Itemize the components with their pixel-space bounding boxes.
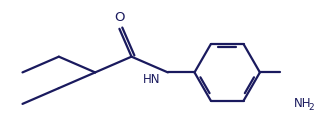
Text: HN: HN	[143, 73, 161, 86]
Text: O: O	[114, 11, 125, 24]
Text: NH: NH	[294, 97, 311, 110]
Text: 2: 2	[309, 103, 315, 112]
